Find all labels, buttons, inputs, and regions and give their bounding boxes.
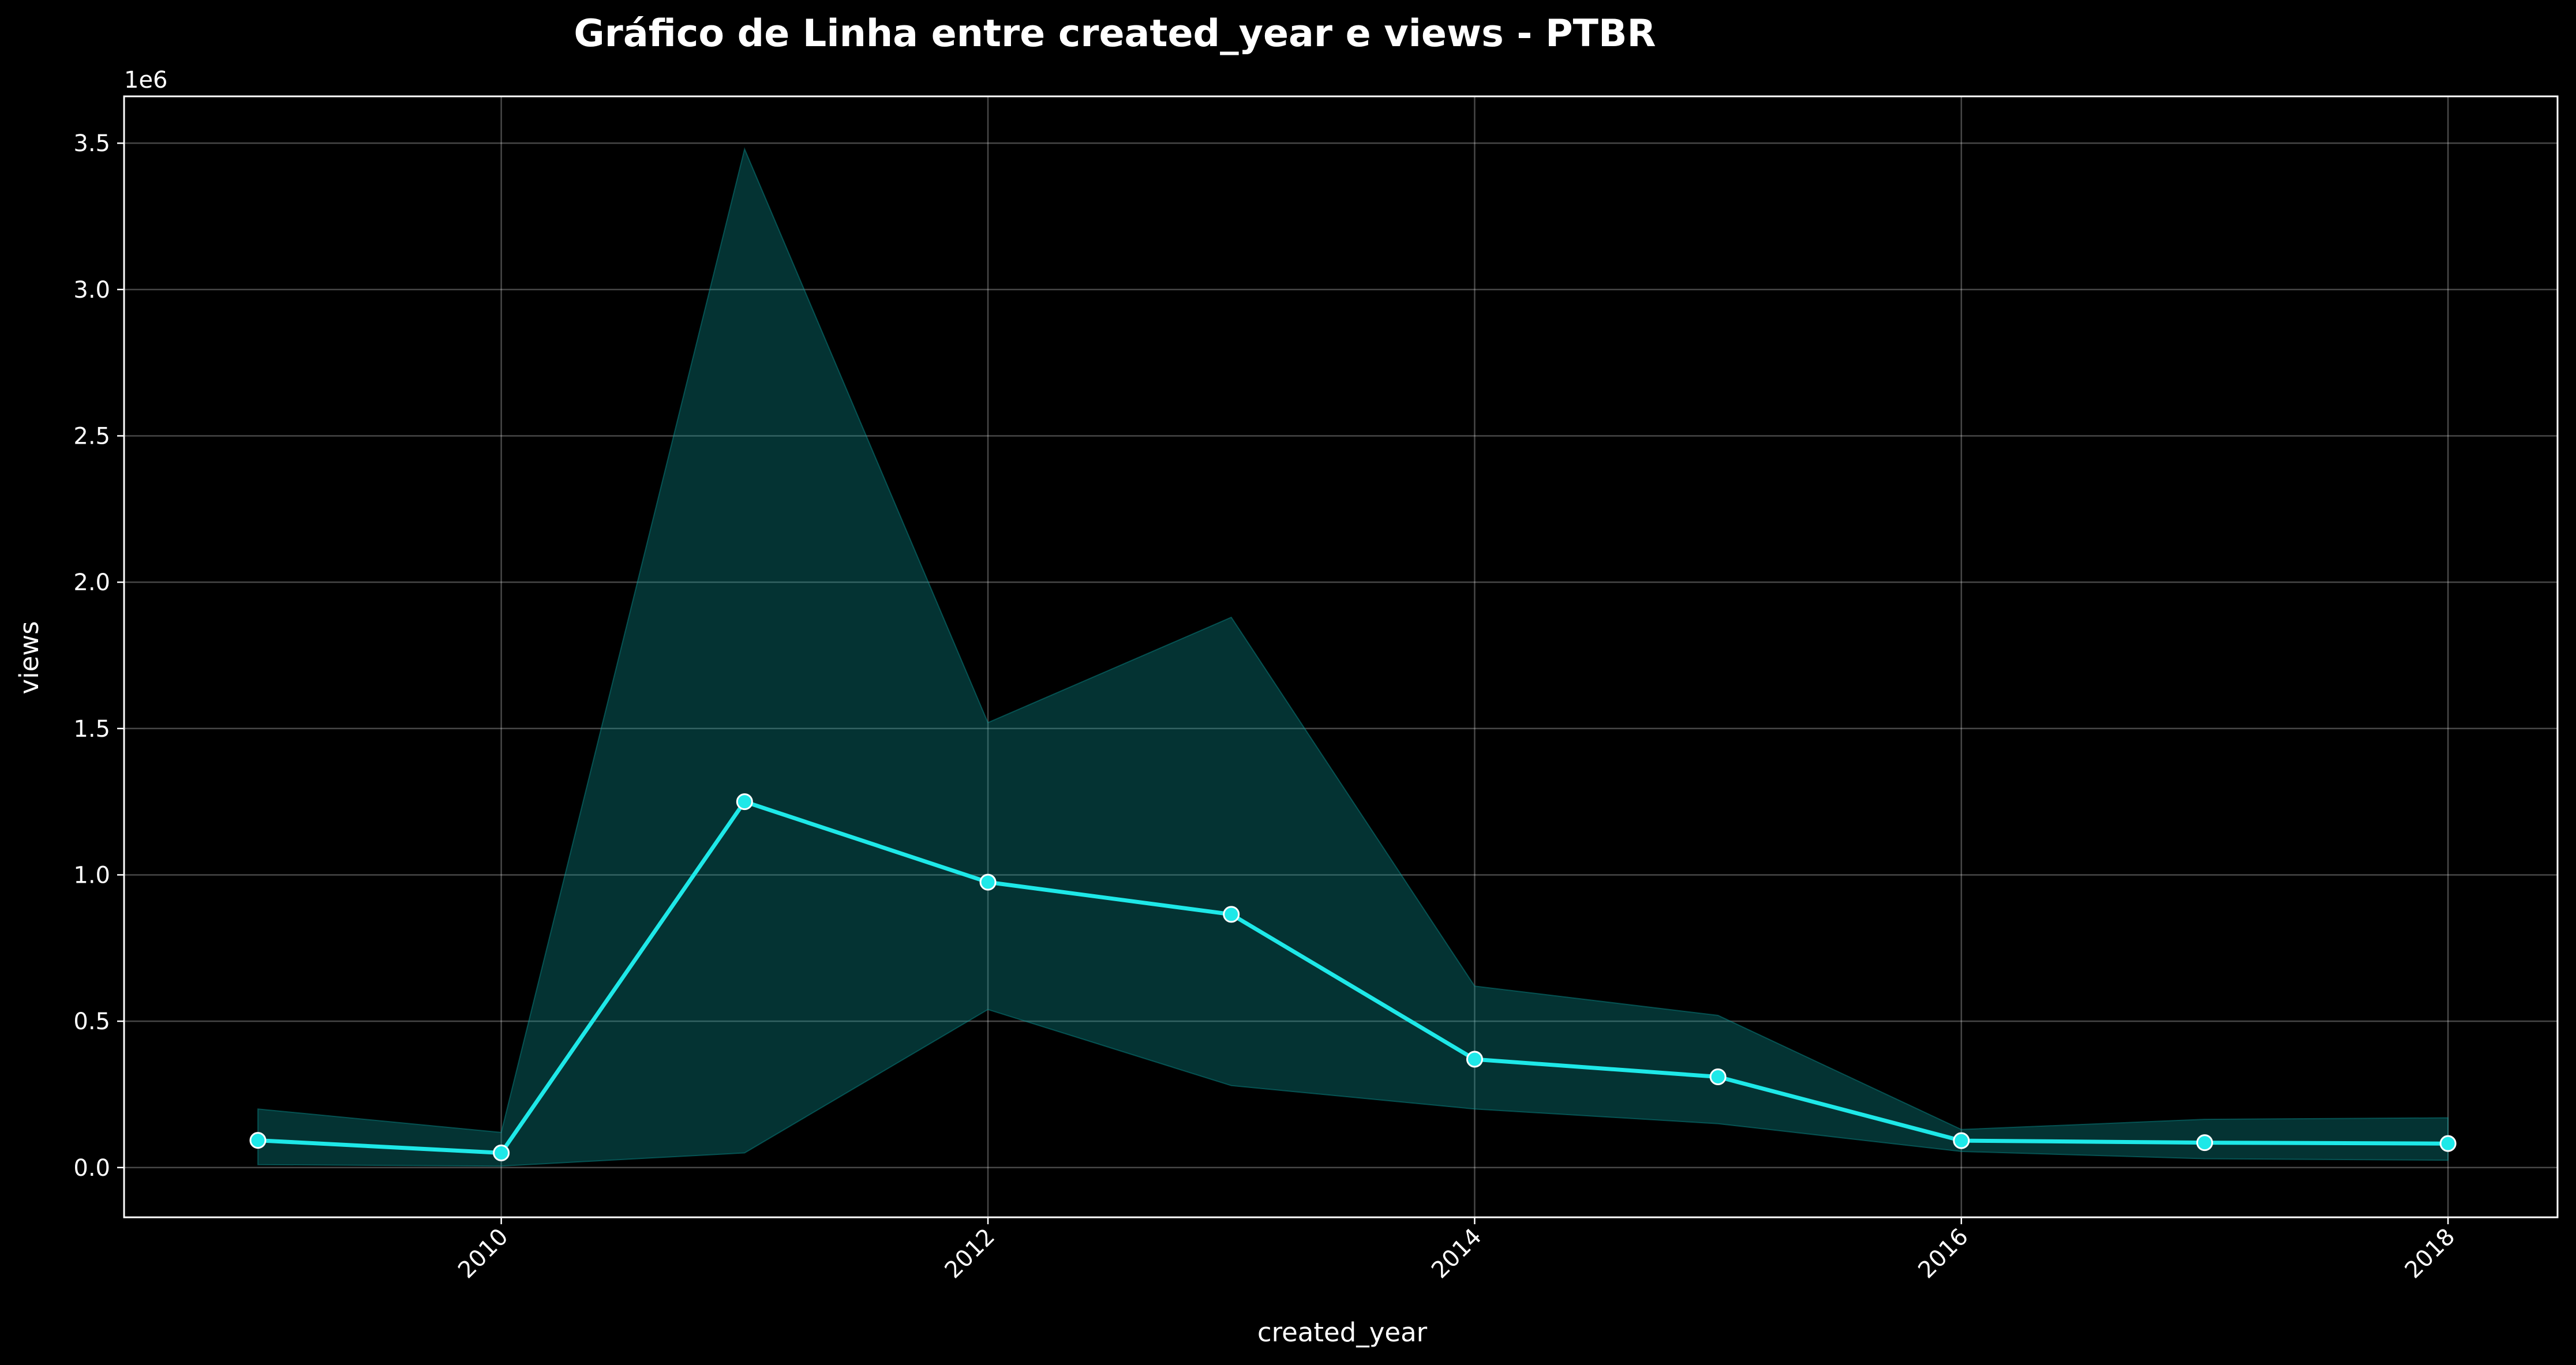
y-tick-label: 3.0 xyxy=(73,277,110,303)
x-tick-label: 2014 xyxy=(1426,1224,1487,1284)
data-point xyxy=(1953,1132,1970,1149)
grid-layer xyxy=(124,96,2558,1217)
x-tick-label: 2018 xyxy=(2400,1224,2461,1284)
y-tick-label: 0.5 xyxy=(73,1008,110,1035)
data-point xyxy=(2439,1135,2457,1152)
y-tick-label: 1.0 xyxy=(73,862,110,888)
x-axis-title: created_year xyxy=(1257,1317,1428,1348)
data-point xyxy=(736,793,753,811)
y-tick-label: 1.5 xyxy=(73,716,110,742)
x-tick-label: 2016 xyxy=(1913,1224,1974,1284)
data-point-layer xyxy=(249,793,2457,1161)
confidence-band-layer xyxy=(257,147,2449,1167)
confidence-band xyxy=(257,147,2449,1167)
data-point xyxy=(249,1132,267,1149)
x-tick-labels: 2010 2012 2014 2016 2018 xyxy=(453,1224,2460,1284)
y-tick-label: 0.0 xyxy=(73,1155,110,1182)
x-tick-label: 2010 xyxy=(453,1224,514,1284)
data-point xyxy=(1466,1051,1483,1068)
data-point xyxy=(493,1144,510,1161)
series-line-layer xyxy=(257,800,2448,1155)
tick-layer xyxy=(117,142,2449,1224)
y-tick-label: 2.5 xyxy=(73,423,110,449)
y-tick-label: 2.0 xyxy=(73,569,110,596)
y-offset-label: 1e6 xyxy=(124,67,168,93)
y-tick-label: 3.5 xyxy=(73,130,110,157)
series-line xyxy=(257,800,2448,1155)
data-point xyxy=(2196,1134,2214,1152)
y-tick-labels: 0.0 0.5 1.0 1.5 2.0 2.5 3.0 3.5 xyxy=(73,130,110,1182)
data-point xyxy=(979,873,997,891)
plot-frame xyxy=(123,95,2559,1218)
x-tick-label: 2012 xyxy=(940,1224,1001,1284)
chart-title: Gráfico de Linha entre created_year e vi… xyxy=(574,12,1656,55)
data-point xyxy=(1709,1068,1727,1085)
data-point xyxy=(1223,906,1240,923)
y-axis-title: views xyxy=(14,621,44,694)
